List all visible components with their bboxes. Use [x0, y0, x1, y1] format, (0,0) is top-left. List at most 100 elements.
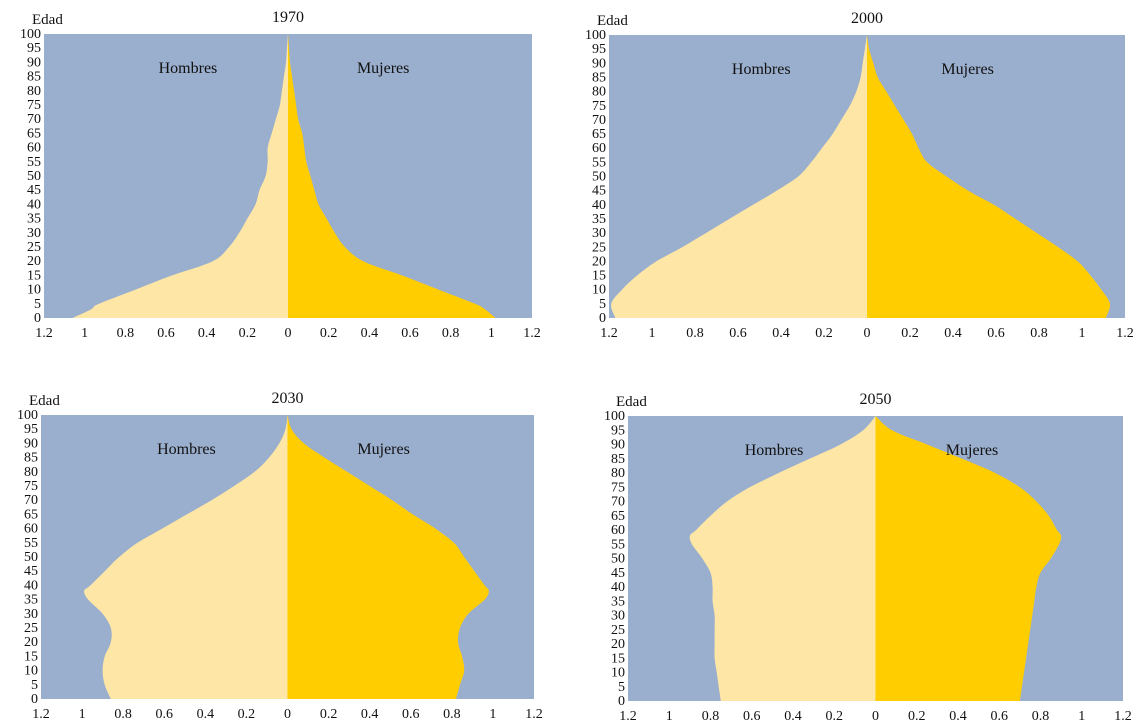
- y-tick-label: 85: [611, 452, 625, 467]
- y-tick-label: 30: [24, 607, 38, 622]
- x-tick-label: 0: [285, 326, 292, 341]
- x-tick-label: 0.6: [987, 326, 1005, 341]
- y-tick-label: 40: [24, 578, 38, 593]
- y-tick-label: 25: [27, 240, 41, 255]
- x-tick-label: 1.2: [1116, 326, 1134, 341]
- y-tick-label: 20: [611, 637, 625, 652]
- y-tick-label: 5: [599, 297, 606, 312]
- y-tick-label: 45: [592, 184, 606, 199]
- y-tick-label: 30: [27, 226, 41, 241]
- y-tick-label: 50: [27, 169, 41, 184]
- y-tick-label: 70: [592, 113, 606, 128]
- y-tick-label: 45: [27, 183, 41, 198]
- y-tick-label: 25: [24, 621, 38, 636]
- y-tick-label: 10: [24, 664, 38, 679]
- y-tick-label: 75: [592, 99, 606, 114]
- x-tick-label: 1: [79, 707, 86, 722]
- y-tick-label: 0: [31, 692, 38, 707]
- y-tick-label: 80: [27, 84, 41, 99]
- y-tick-label: 100: [20, 27, 41, 42]
- y-tick-label: 0: [618, 694, 625, 709]
- x-tick-label: 0.8: [442, 326, 460, 341]
- x-tick-label: 1: [1079, 326, 1086, 341]
- y-tick-label: 60: [592, 141, 606, 156]
- y-tick-label: 15: [24, 649, 38, 664]
- x-tick-label: 0.4: [772, 326, 790, 341]
- x-tick-label: 0.6: [157, 326, 175, 341]
- y-tick-label: 50: [611, 552, 625, 567]
- y-tick-label: 70: [24, 493, 38, 508]
- x-tick-label: 0.4: [784, 709, 802, 724]
- y-tick-label: 90: [592, 56, 606, 71]
- x-tick-label: 0.4: [197, 707, 215, 722]
- y-tick-label: 65: [24, 507, 38, 522]
- chart-title: 2050: [860, 391, 892, 408]
- y-tick-label: 85: [24, 451, 38, 466]
- y-tick-label: 25: [592, 240, 606, 255]
- series-mujeres-2050: [875, 416, 1062, 701]
- y-tick-label: 40: [611, 580, 625, 595]
- pyramid-chart-2050: 0510152025303540455055606570758085909510…: [604, 391, 1132, 724]
- x-tick-label: 1.2: [32, 707, 50, 722]
- y-tick-label: 60: [611, 523, 625, 538]
- y-axis-label: Edad: [29, 393, 60, 409]
- x-tick-label: 0.8: [686, 326, 704, 341]
- x-tick-label: 0.2: [320, 707, 338, 722]
- x-tick-label: 1.2: [525, 707, 543, 722]
- x-tick-label: 0.6: [401, 326, 419, 341]
- x-tick-label: 1: [81, 326, 88, 341]
- y-tick-label: 90: [611, 438, 625, 453]
- y-tick-label: 85: [27, 70, 41, 85]
- x-tick-label: 0.2: [238, 707, 256, 722]
- x-tick-label: 0.8: [114, 707, 132, 722]
- x-tick-label: 0.6: [729, 326, 747, 341]
- y-tick-label: 85: [592, 70, 606, 85]
- y-tick-label: 5: [34, 297, 41, 312]
- y-tick-label: 30: [611, 609, 625, 624]
- pyramid-chart-1970: 0510152025303540455055606570758085909510…: [20, 9, 541, 341]
- y-tick-label: 25: [611, 623, 625, 638]
- x-tick-label: 1.2: [523, 326, 541, 341]
- x-tick-label: 0.2: [901, 326, 919, 341]
- x-tick-label: 0.8: [702, 709, 720, 724]
- x-tick-label: 0.4: [949, 709, 967, 724]
- x-tick-label: 0.6: [991, 709, 1009, 724]
- y-tick-label: 55: [592, 155, 606, 170]
- group-label-hombres: Hombres: [732, 61, 791, 78]
- y-tick-label: 65: [27, 126, 41, 141]
- x-tick-label: 0.6: [402, 707, 420, 722]
- x-tick-label: 0.2: [815, 326, 833, 341]
- pyramid-chart-2000: 0510152025303540455055606570758085909510…: [585, 10, 1134, 341]
- chart-title: 2030: [272, 390, 304, 407]
- x-tick-label: 1: [666, 709, 673, 724]
- x-tick-label: 0.8: [1030, 326, 1048, 341]
- y-tick-label: 80: [592, 85, 606, 100]
- y-tick-label: 80: [611, 466, 625, 481]
- group-label-mujeres: Mujeres: [357, 441, 409, 458]
- y-tick-label: 55: [24, 536, 38, 551]
- y-tick-label: 70: [27, 112, 41, 127]
- y-tick-label: 30: [592, 226, 606, 241]
- x-tick-label: 0.4: [944, 326, 962, 341]
- y-axis-label: Edad: [616, 394, 647, 410]
- group-label-mujeres: Mujeres: [946, 442, 998, 459]
- y-tick-label: 100: [585, 28, 606, 43]
- x-tick-label: 0.8: [1032, 709, 1050, 724]
- x-tick-label: 0.4: [361, 707, 379, 722]
- x-tick-label: 1: [488, 326, 495, 341]
- y-tick-label: 20: [24, 635, 38, 650]
- y-tick-label: 35: [27, 212, 41, 227]
- series-mujeres-1970: [288, 34, 496, 318]
- y-tick-label: 20: [27, 254, 41, 269]
- y-tick-label: 100: [604, 409, 625, 424]
- y-tick-label: 75: [27, 98, 41, 113]
- series-mujeres-2030: [287, 415, 489, 699]
- y-tick-label: 95: [27, 41, 41, 56]
- x-tick-label: 0: [864, 326, 871, 341]
- y-tick-label: 95: [611, 423, 625, 438]
- y-tick-label: 35: [24, 593, 38, 608]
- x-tick-label: 0.8: [443, 707, 461, 722]
- y-tick-label: 15: [27, 268, 41, 283]
- y-tick-label: 90: [27, 55, 41, 70]
- group-label-mujeres: Mujeres: [941, 61, 993, 78]
